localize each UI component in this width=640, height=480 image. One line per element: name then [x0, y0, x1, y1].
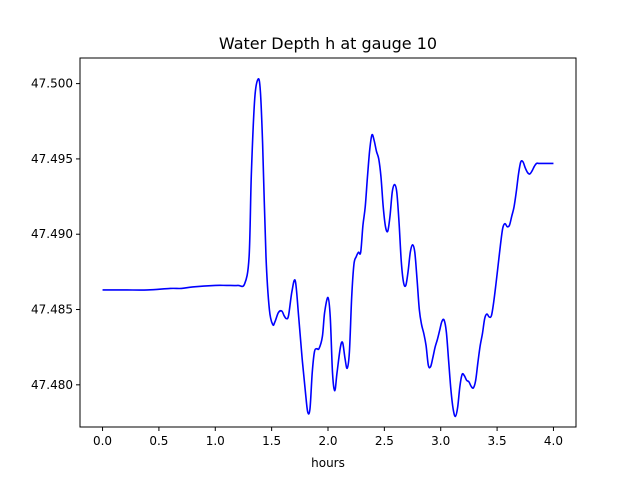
y-tick-label: 47.500	[31, 77, 73, 91]
plot-frame	[79, 57, 577, 428]
x-axis-label: hours	[311, 456, 345, 470]
series-line	[102, 78, 554, 418]
series-layer	[102, 78, 554, 418]
y-axis: 47.480 47.485 47.490 47.495 47.500	[31, 77, 80, 392]
x-tick-label: 1.5	[262, 434, 281, 448]
x-tick-label: 0.0	[93, 434, 112, 448]
x-tick-label: 3.5	[488, 434, 507, 448]
plot-area	[80, 58, 576, 427]
x-tick-label: 1.0	[206, 434, 225, 448]
x-tick-label: 0.5	[149, 434, 168, 448]
y-tick-label: 47.485	[31, 303, 73, 317]
x-tick-label: 2.5	[375, 434, 394, 448]
y-tick-label: 47.490	[31, 227, 73, 241]
chart-title: Water Depth h at gauge 10	[219, 34, 437, 53]
y-tick-label: 47.495	[31, 152, 73, 166]
x-tick-label: 4.0	[544, 434, 563, 448]
x-axis: 0.0 0.5 1.0 1.5 2.0 2.5 3.0 3.5 4.0	[93, 427, 563, 448]
y-tick-label: 47.480	[31, 378, 73, 392]
x-tick-label: 3.0	[431, 434, 450, 448]
x-tick-label: 2.0	[318, 434, 337, 448]
